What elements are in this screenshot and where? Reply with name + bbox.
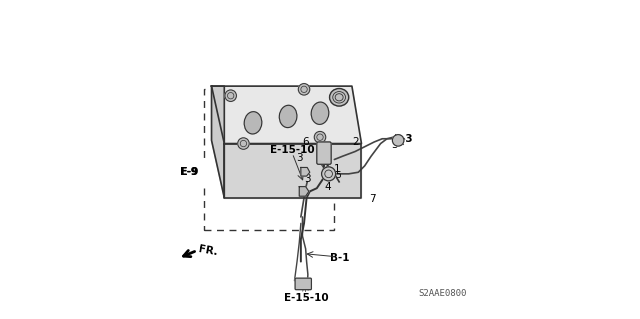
Text: 7: 7 — [369, 194, 376, 204]
Ellipse shape — [311, 102, 329, 124]
Text: 5: 5 — [392, 140, 398, 150]
Ellipse shape — [330, 89, 349, 106]
Polygon shape — [301, 167, 310, 176]
Circle shape — [225, 90, 236, 101]
Polygon shape — [212, 86, 362, 144]
Circle shape — [237, 138, 249, 149]
Ellipse shape — [244, 112, 262, 134]
Text: 6: 6 — [302, 137, 309, 147]
Text: B-1: B-1 — [330, 253, 349, 263]
Polygon shape — [224, 144, 362, 198]
Ellipse shape — [279, 105, 297, 128]
FancyBboxPatch shape — [295, 278, 312, 290]
Circle shape — [392, 135, 404, 146]
Text: E-15-10: E-15-10 — [284, 293, 328, 303]
Text: E-9: E-9 — [180, 167, 198, 177]
Circle shape — [321, 167, 335, 181]
Circle shape — [298, 84, 310, 95]
Text: 4: 4 — [324, 182, 332, 192]
Text: FR.: FR. — [197, 244, 218, 257]
Text: E-9: E-9 — [180, 167, 198, 177]
Text: 3: 3 — [296, 153, 303, 163]
Text: E-15-10: E-15-10 — [270, 145, 314, 155]
Text: 1: 1 — [334, 164, 341, 174]
Circle shape — [314, 131, 326, 143]
Text: 2: 2 — [353, 137, 359, 147]
Text: E-3: E-3 — [394, 134, 412, 144]
FancyBboxPatch shape — [317, 142, 331, 164]
Text: 3: 3 — [305, 174, 311, 184]
Text: S2AAE0800: S2AAE0800 — [419, 289, 467, 298]
Polygon shape — [212, 86, 224, 198]
Polygon shape — [300, 187, 309, 196]
Text: 5: 5 — [335, 171, 340, 180]
